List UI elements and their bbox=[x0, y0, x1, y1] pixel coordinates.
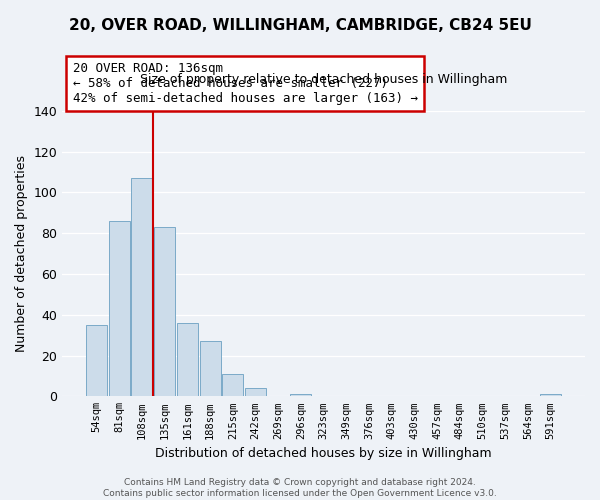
Bar bbox=[223, 374, 243, 396]
Bar bbox=[131, 178, 152, 396]
Bar bbox=[109, 221, 130, 396]
Bar bbox=[245, 388, 266, 396]
Bar bbox=[541, 394, 561, 396]
Bar bbox=[177, 323, 198, 396]
Bar bbox=[86, 325, 107, 396]
Text: 20 OVER ROAD: 136sqm
← 58% of detached houses are smaller (227)
42% of semi-deta: 20 OVER ROAD: 136sqm ← 58% of detached h… bbox=[73, 62, 418, 105]
Text: 20, OVER ROAD, WILLINGHAM, CAMBRIDGE, CB24 5EU: 20, OVER ROAD, WILLINGHAM, CAMBRIDGE, CB… bbox=[68, 18, 532, 32]
Bar bbox=[200, 341, 221, 396]
Title: Size of property relative to detached houses in Willingham: Size of property relative to detached ho… bbox=[140, 73, 508, 86]
X-axis label: Distribution of detached houses by size in Willingham: Distribution of detached houses by size … bbox=[155, 447, 492, 460]
Text: Contains HM Land Registry data © Crown copyright and database right 2024.
Contai: Contains HM Land Registry data © Crown c… bbox=[103, 478, 497, 498]
Bar bbox=[154, 227, 175, 396]
Bar bbox=[290, 394, 311, 396]
Y-axis label: Number of detached properties: Number of detached properties bbox=[15, 155, 28, 352]
